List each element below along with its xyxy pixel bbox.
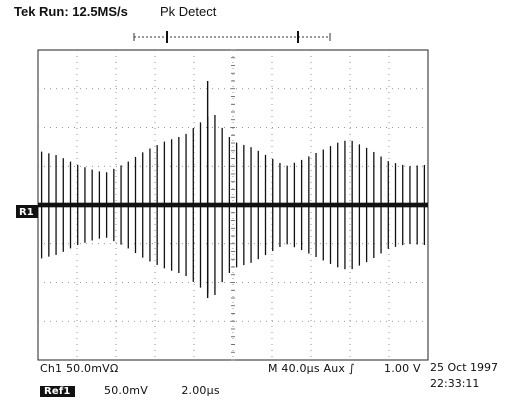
timestamp: 25 Oct 1997 22:33:11 [430,360,498,392]
trigger-level-label: 1.00 V [384,362,421,375]
ch1-scale-label: Ch1 50.0mVΩ [40,362,119,375]
reference-status-line: Ref1 50.0mV 2.00µs [40,384,220,397]
channel-status-line: Ch1 50.0mVΩ [40,362,119,375]
timebase-status: M 40.0µs Aux ∫ [268,362,355,375]
timebase-label: M 40.0µs Aux ∫ [268,362,355,375]
acquisition-status: Tek Run: 12.5MS/s Pk Detect [14,4,216,19]
baseline-noise-band [38,202,428,208]
date-label: 25 Oct 1997 [430,361,499,374]
reference-marker-label: R1 [19,207,34,218]
record-length-bar [133,31,331,43]
run-status-label: Tek Run: 12.5MS/s [14,4,128,19]
ref1-volts-label: 50.0mV [104,384,148,397]
ref1-time-label: 2.00µs [181,384,220,397]
ref1-badge: Ref1 [40,386,75,397]
trigger-level-status: 1.00 V [384,362,421,375]
signal-trace [38,81,428,298]
reference-marker: R1 [16,205,38,218]
time-label: 22:33:11 [430,377,480,390]
acquisition-mode-label: Pk Detect [160,4,217,19]
